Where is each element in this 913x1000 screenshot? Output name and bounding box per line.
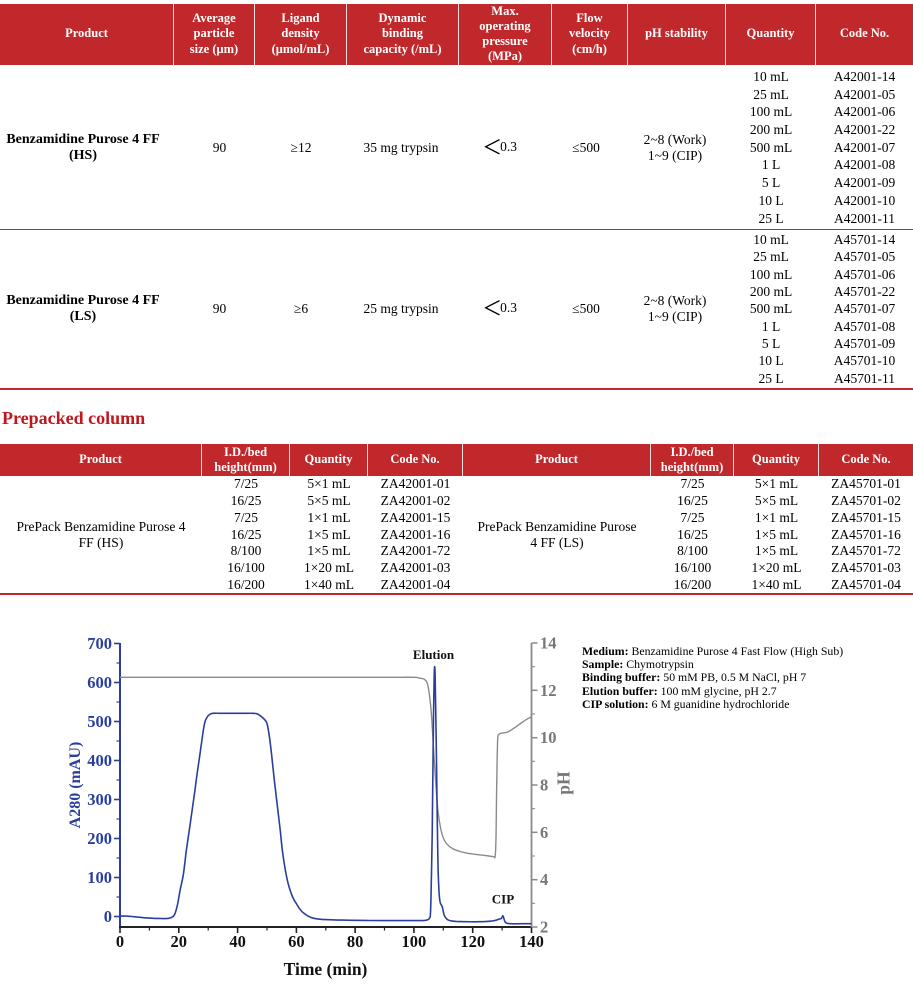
svg-text:12: 12 [540,681,557,700]
svg-text:100: 100 [87,868,112,887]
svg-text:8: 8 [540,776,548,795]
svg-text:Elution: Elution [413,647,455,662]
svg-text:300: 300 [87,790,112,809]
svg-text:700: 700 [87,634,112,653]
svg-text:4: 4 [540,870,548,889]
svg-text:200: 200 [87,829,112,848]
svg-text:80: 80 [347,932,364,951]
svg-text:2: 2 [540,918,548,937]
svg-text:14: 14 [540,634,557,653]
svg-text:600: 600 [87,673,112,692]
svg-text:6: 6 [540,823,548,842]
svg-text:20: 20 [171,932,188,951]
svg-text:10: 10 [540,728,557,747]
svg-text:0: 0 [116,932,124,951]
svg-text:500: 500 [87,712,112,731]
svg-text:60: 60 [288,932,305,951]
svg-text:140: 140 [519,932,544,951]
svg-text:400: 400 [87,751,112,770]
svg-text:0: 0 [104,907,112,926]
svg-text:CIP: CIP [492,892,514,907]
svg-text:100: 100 [402,932,427,951]
svg-text:A280 (mAU): A280 (mAU) [67,742,84,829]
svg-text:Time (min): Time (min) [284,959,368,979]
svg-text:pH: pH [554,771,574,795]
svg-text:120: 120 [460,932,485,951]
svg-text:40: 40 [229,932,246,951]
